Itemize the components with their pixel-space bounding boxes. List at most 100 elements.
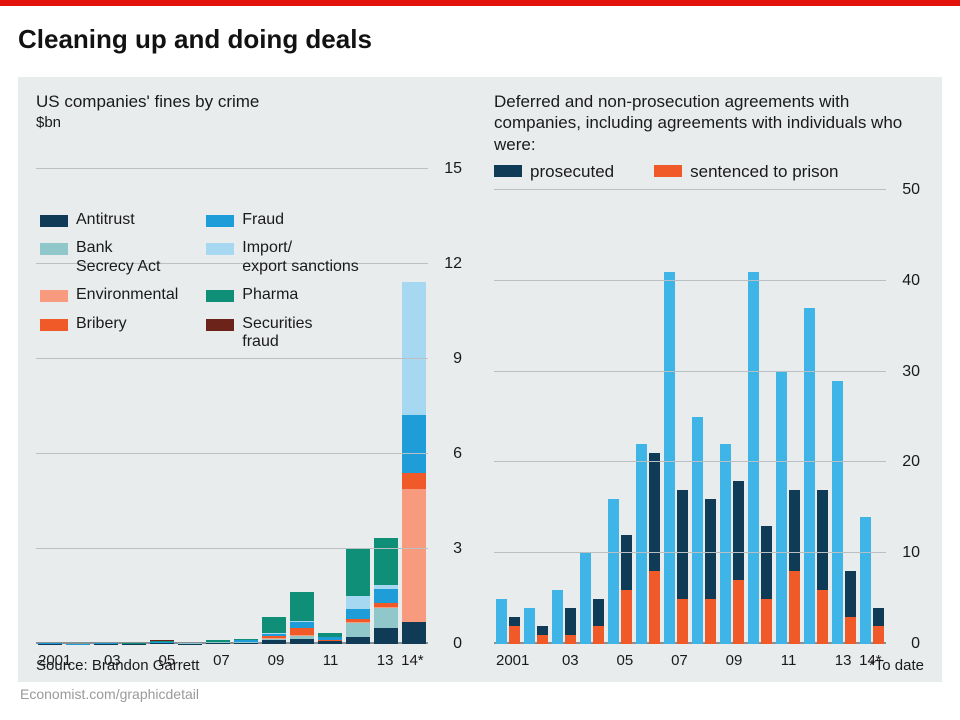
xtick-label bbox=[748, 646, 775, 672]
legend-item: BankSecrecy Act bbox=[40, 239, 178, 276]
legend-label: prosecuted bbox=[530, 161, 614, 182]
legend-label: Fraud bbox=[242, 211, 284, 229]
bar-segment bbox=[804, 308, 815, 644]
bar-segment bbox=[206, 643, 230, 644]
legend-item: Import/export sanctions bbox=[206, 239, 359, 276]
right-panel: Deferred and non-prosecution agreements … bbox=[494, 91, 924, 672]
bar-total bbox=[832, 381, 843, 644]
category bbox=[608, 190, 632, 644]
xtick-label: 07 bbox=[208, 646, 235, 672]
bar-segment bbox=[290, 592, 314, 620]
legend-label: sentenced to prison bbox=[690, 161, 838, 182]
bar-segment bbox=[776, 372, 787, 644]
bar-segment bbox=[748, 272, 759, 644]
category bbox=[496, 190, 520, 644]
gridline bbox=[494, 189, 886, 190]
bar-stack bbox=[38, 620, 62, 644]
xtick-label bbox=[693, 646, 720, 672]
legend-swatch bbox=[206, 319, 234, 331]
xtick-label bbox=[529, 646, 556, 672]
gridline bbox=[36, 358, 428, 359]
bar-stack bbox=[234, 593, 258, 644]
bar-segment bbox=[565, 608, 576, 635]
category bbox=[720, 190, 744, 644]
bar-stack bbox=[677, 490, 688, 644]
bar-segment bbox=[552, 590, 563, 644]
legend-item: Antitrust bbox=[40, 211, 178, 229]
bar-stack bbox=[873, 608, 884, 644]
xtick-label: 03 bbox=[557, 646, 584, 672]
legend-item: Environmental bbox=[40, 286, 178, 304]
bar-total bbox=[552, 590, 563, 644]
bar-segment bbox=[664, 272, 675, 644]
legend-swatch bbox=[40, 319, 68, 331]
xtick-label bbox=[235, 646, 262, 672]
xtick-label: 11 bbox=[317, 646, 344, 672]
bar-stack bbox=[761, 526, 772, 644]
bar-total bbox=[860, 517, 871, 644]
bar-total bbox=[748, 272, 759, 644]
legend-item: Pharma bbox=[206, 286, 359, 304]
footnote-text: *To date bbox=[869, 657, 924, 674]
bar-segment bbox=[649, 453, 660, 571]
ytick-label: 10 bbox=[902, 544, 920, 562]
right-legend: prosecuted sentenced to prison bbox=[494, 161, 924, 182]
category bbox=[692, 190, 716, 644]
bar-segment bbox=[346, 548, 370, 596]
bar-segment bbox=[677, 490, 688, 599]
bar-segment bbox=[346, 637, 370, 644]
legend-item: Fraud bbox=[206, 211, 359, 229]
bar-segment bbox=[374, 538, 398, 585]
bar-segment bbox=[705, 599, 716, 644]
legend-item: prosecuted bbox=[494, 161, 614, 182]
bar-segment bbox=[733, 580, 744, 644]
bar-segment bbox=[262, 640, 286, 644]
gridline bbox=[494, 371, 886, 372]
bar-stack bbox=[290, 487, 314, 644]
legend-item: Securitiesfraud bbox=[206, 315, 359, 352]
category bbox=[832, 190, 856, 644]
bar-segment bbox=[402, 622, 426, 644]
bar-stack bbox=[733, 481, 744, 644]
top-accent-bar bbox=[0, 0, 960, 6]
legend-item: Bribery bbox=[40, 315, 178, 352]
bar-total bbox=[608, 499, 619, 644]
bar-segment bbox=[789, 490, 800, 572]
xtick-label: 07 bbox=[666, 646, 693, 672]
right-plot-area: 01020304050 bbox=[494, 190, 886, 644]
bar-segment bbox=[761, 526, 772, 599]
left-chart-head: US companies' fines by crime $bn bbox=[36, 91, 466, 161]
legend-swatch bbox=[206, 215, 234, 227]
xtick-label bbox=[639, 646, 666, 672]
gridline bbox=[36, 168, 428, 169]
bar-segment bbox=[789, 571, 800, 644]
ytick-label: 15 bbox=[444, 160, 462, 178]
gridline bbox=[494, 280, 886, 281]
bar-segment bbox=[374, 628, 398, 644]
bar-total bbox=[636, 444, 647, 644]
bar-stack bbox=[565, 608, 576, 644]
xtick-label: 05 bbox=[611, 646, 638, 672]
legend-swatch bbox=[206, 243, 234, 255]
bar-stack bbox=[150, 598, 174, 644]
legend-label: Securitiesfraud bbox=[242, 315, 312, 352]
legend-label: Environmental bbox=[76, 286, 178, 304]
panels-container: US companies' fines by crime $bn Antitru… bbox=[18, 77, 942, 682]
category bbox=[748, 190, 772, 644]
bar-segment bbox=[346, 623, 370, 637]
right-bars bbox=[494, 190, 886, 644]
bar-stack bbox=[537, 626, 548, 644]
ytick-label: 50 bbox=[902, 181, 920, 199]
bar-stack bbox=[705, 499, 716, 644]
category bbox=[804, 190, 828, 644]
right-plot-wrap: 01020304050 200103050709111314* bbox=[494, 190, 924, 672]
bar-segment bbox=[402, 415, 426, 473]
ytick-label: 30 bbox=[902, 363, 920, 381]
bar-segment bbox=[374, 608, 398, 627]
bar-segment bbox=[733, 481, 744, 581]
category bbox=[664, 190, 688, 644]
bar-stack bbox=[122, 625, 146, 644]
left-panel: US companies' fines by crime $bn Antitru… bbox=[36, 91, 466, 672]
category bbox=[374, 169, 398, 644]
xtick-label bbox=[344, 646, 371, 672]
